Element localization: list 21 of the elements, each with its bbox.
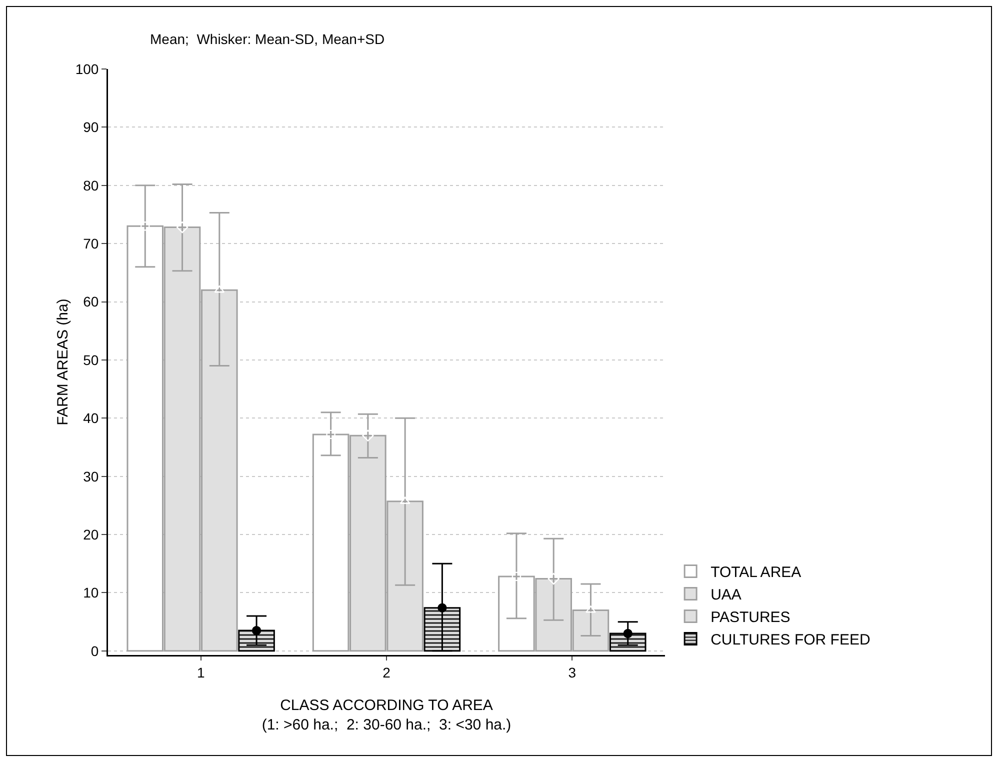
y-tick-label: 80 — [83, 177, 99, 194]
legend-label: UAA — [710, 586, 742, 604]
y-tick-label: 10 — [83, 584, 99, 601]
legend-label: PASTURES — [710, 609, 790, 626]
y-tick-label: 100 — [75, 60, 99, 77]
y-tick-label: 0 — [90, 642, 99, 659]
x-tick-label: 3 — [568, 664, 576, 680]
x-tick-label: 2 — [382, 664, 391, 680]
x-axis-title: CLASS ACCORDING TO AREA (1: >60 ha.; 2: 30-60 ha.; 3: <30 ha.) — [262, 697, 512, 734]
legend-label: TOTAL AREA — [710, 564, 802, 582]
y-tick-label: 60 — [83, 294, 99, 310]
y-axis-title: FARM AREAS (ha) — [54, 298, 72, 426]
text: CULTURES FOR FEED — [710, 632, 870, 649]
y-tick-label: 40 — [83, 410, 99, 426]
chart-title: Mean; Whisker: Mean-SD, Mean+SD — [150, 30, 385, 47]
y-tick-label: 20 — [83, 526, 99, 542]
y-tick-label: 70 — [83, 235, 99, 252]
y-tick-label: 50 — [83, 352, 99, 368]
y-tick-label: 30 — [83, 468, 99, 484]
y-tick-label: 90 — [83, 119, 99, 136]
x-tick-label: 1 — [196, 664, 205, 680]
